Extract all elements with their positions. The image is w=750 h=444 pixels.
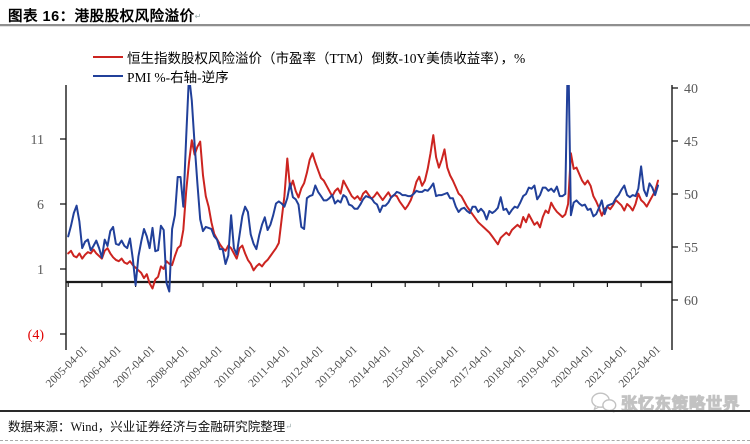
left-axis-tick-label: 1 [37, 263, 44, 278]
right-axis-tick-label: 45 [684, 135, 698, 150]
paragraph-mark: ↵ [285, 422, 292, 431]
figure-title-text: 图表 16：港股股权风险溢价 [8, 9, 195, 25]
right-axis-tick-label: 60 [684, 294, 698, 309]
figure-title: 图表 16：港股股权风险溢价↵ [8, 5, 202, 26]
left-axis-tick-label: (4) [28, 328, 45, 343]
legend-item-pmi: PMI %-右轴-逆序 [93, 66, 525, 85]
title-divider [0, 24, 750, 27]
wechat-icon [591, 391, 617, 413]
right-axis-tick-label: 50 [684, 188, 698, 203]
data-source-note: 数据来源：Wind，兴业证券经济与金融研究院整理↵ [8, 416, 292, 435]
paragraph-mark: ↵ [194, 12, 202, 21]
data-source-text: 数据来源：Wind，兴业证券经济与金融研究院整理 [8, 420, 286, 434]
page-bottom-dashed-border [0, 440, 750, 441]
legend-blue-line-swatch [93, 74, 123, 77]
legend-erp-label: 恒生指数股权风险溢价（市盈率（TTM）倒数-10Y美债收益率），% [127, 50, 526, 66]
footer-divider [0, 410, 750, 412]
right-axis-tick-label: 40 [684, 82, 698, 97]
dual-axis-line-chart: 1161(4)40455055602005-04-012006-04-01200… [28, 82, 698, 390]
legend-pmi-label: PMI %-右轴-逆序 [127, 69, 229, 85]
series-group [67, 85, 659, 293]
series-pmi-line [67, 85, 659, 293]
watermark-text: 张忆东策略世界 [620, 396, 740, 414]
watermark: 张忆东策略世界 [590, 390, 740, 414]
legend-red-line-swatch [93, 55, 123, 58]
left-axis-tick-label: 11 [31, 133, 44, 148]
chart-legend: 恒生指数股权风险溢价（市盈率（TTM）倒数-10Y美债收益率），% PMI %-… [93, 47, 525, 85]
axes: 1161(4)40455055602005-04-012006-04-01200… [28, 82, 698, 390]
series-erp-line [67, 134, 659, 290]
right-axis-tick-label: 55 [684, 241, 698, 256]
left-axis-tick-label: 6 [37, 198, 44, 213]
legend-item-erp: 恒生指数股权风险溢价（市盈率（TTM）倒数-10Y美债收益率），% [93, 47, 525, 66]
